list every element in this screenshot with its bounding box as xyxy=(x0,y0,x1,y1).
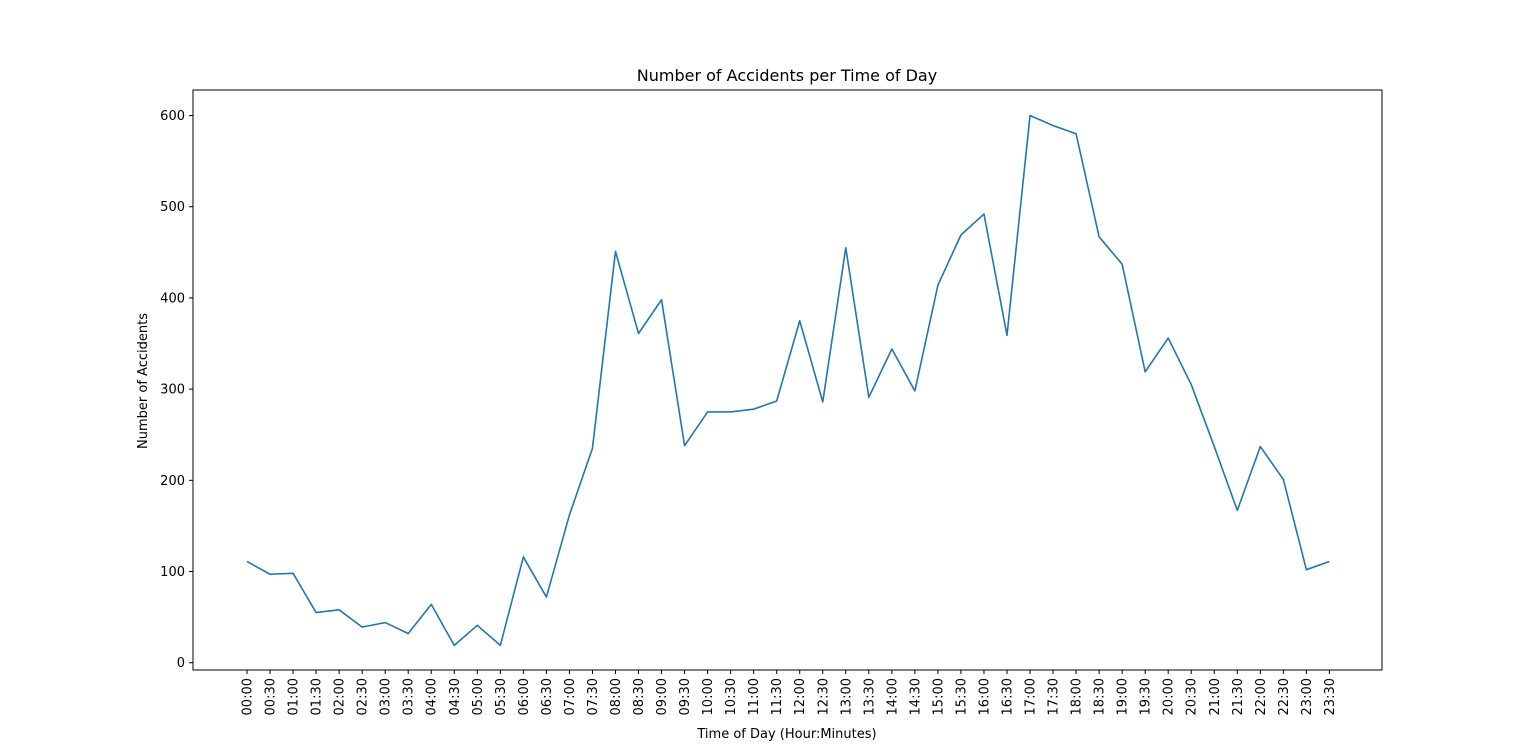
x-tick-label: 15:00 xyxy=(931,678,946,715)
x-tick-label: 20:30 xyxy=(1185,678,1200,715)
x-tick-label: 19:00 xyxy=(1116,678,1131,715)
x-tick-label: 15:30 xyxy=(954,678,969,715)
x-tick-label: 19:30 xyxy=(1139,678,1154,715)
x-tick-label: 06:00 xyxy=(517,678,532,715)
plot-area-frame xyxy=(192,89,1383,671)
x-tick-label: 06:30 xyxy=(540,678,555,715)
y-tick-label: 500 xyxy=(160,200,185,215)
x-tick-label: 00:30 xyxy=(264,678,279,715)
x-tick-label: 21:00 xyxy=(1208,678,1223,715)
x-tick-label: 10:00 xyxy=(701,678,716,715)
y-axis-ticks: 0 100 200 300 400 500 600 xyxy=(160,109,193,671)
x-tick-label: 07:30 xyxy=(586,678,601,715)
x-tick-label: 14:30 xyxy=(908,678,923,715)
x-tick-label: 07:00 xyxy=(563,678,578,715)
y-axis-label: Number of Accidents xyxy=(136,313,151,449)
x-tick-label: 22:00 xyxy=(1254,678,1269,715)
x-tick-label: 09:00 xyxy=(655,678,670,715)
x-tick-label: 05:30 xyxy=(494,678,509,715)
x-tick-label: 11:00 xyxy=(747,678,762,715)
x-tick-label: 01:00 xyxy=(287,678,302,715)
x-tick-label: 23:00 xyxy=(1300,678,1315,715)
x-tick-label: 04:30 xyxy=(448,678,463,715)
x-tick-label: 16:30 xyxy=(1000,678,1015,715)
y-tick-label: 200 xyxy=(160,474,185,489)
x-tick-label: 02:30 xyxy=(356,678,371,715)
x-tick-label: 22:30 xyxy=(1277,678,1292,715)
x-tick-label: 09:30 xyxy=(678,678,693,715)
x-tick-label: 10:30 xyxy=(724,678,739,715)
x-tick-label: 23:30 xyxy=(1323,678,1338,715)
x-tick-label: 21:30 xyxy=(1231,678,1246,715)
y-tick-label: 400 xyxy=(160,291,185,306)
x-tick-label: 03:30 xyxy=(402,678,417,715)
x-tick-label: 11:30 xyxy=(770,678,785,715)
x-tick-label: 13:00 xyxy=(839,678,854,715)
y-tick-label: 300 xyxy=(160,383,185,398)
x-tick-label: 04:00 xyxy=(425,678,440,715)
x-tick-label: 18:00 xyxy=(1070,678,1085,715)
x-tick-label: 01:30 xyxy=(310,678,325,715)
y-tick-label: 100 xyxy=(160,565,185,580)
x-axis-label: Time of Day (Hour:Minutes) xyxy=(696,727,876,742)
y-tick-label: 600 xyxy=(160,109,185,124)
x-tick-label: 18:30 xyxy=(1093,678,1108,715)
x-tick-label: 02:00 xyxy=(333,678,348,715)
x-tick-label: 00:00 xyxy=(241,678,256,715)
chart-title: Number of Accidents per Time of Day xyxy=(637,66,937,85)
x-tick-label: 16:00 xyxy=(977,678,992,715)
series-line xyxy=(246,114,1330,647)
x-tick-label: 03:00 xyxy=(379,678,394,715)
x-axis-ticks: 00:00 00:30 01:00 01:30 02:00 02:30 03:00 03:30… xyxy=(241,670,1338,715)
x-tick-label: 20:00 xyxy=(1162,678,1177,715)
x-tick-label: 14:00 xyxy=(885,678,900,715)
x-tick-label: 12:00 xyxy=(793,678,808,715)
x-tick-label: 08:00 xyxy=(609,678,624,715)
x-tick-label: 13:30 xyxy=(862,678,877,715)
y-tick-label: 0 xyxy=(177,656,185,671)
x-tick-label: 12:30 xyxy=(816,678,831,715)
x-tick-label: 08:30 xyxy=(632,678,647,715)
x-tick-label: 05:00 xyxy=(471,678,486,715)
x-tick-label: 17:00 xyxy=(1024,678,1039,715)
x-tick-label: 17:30 xyxy=(1047,678,1062,715)
